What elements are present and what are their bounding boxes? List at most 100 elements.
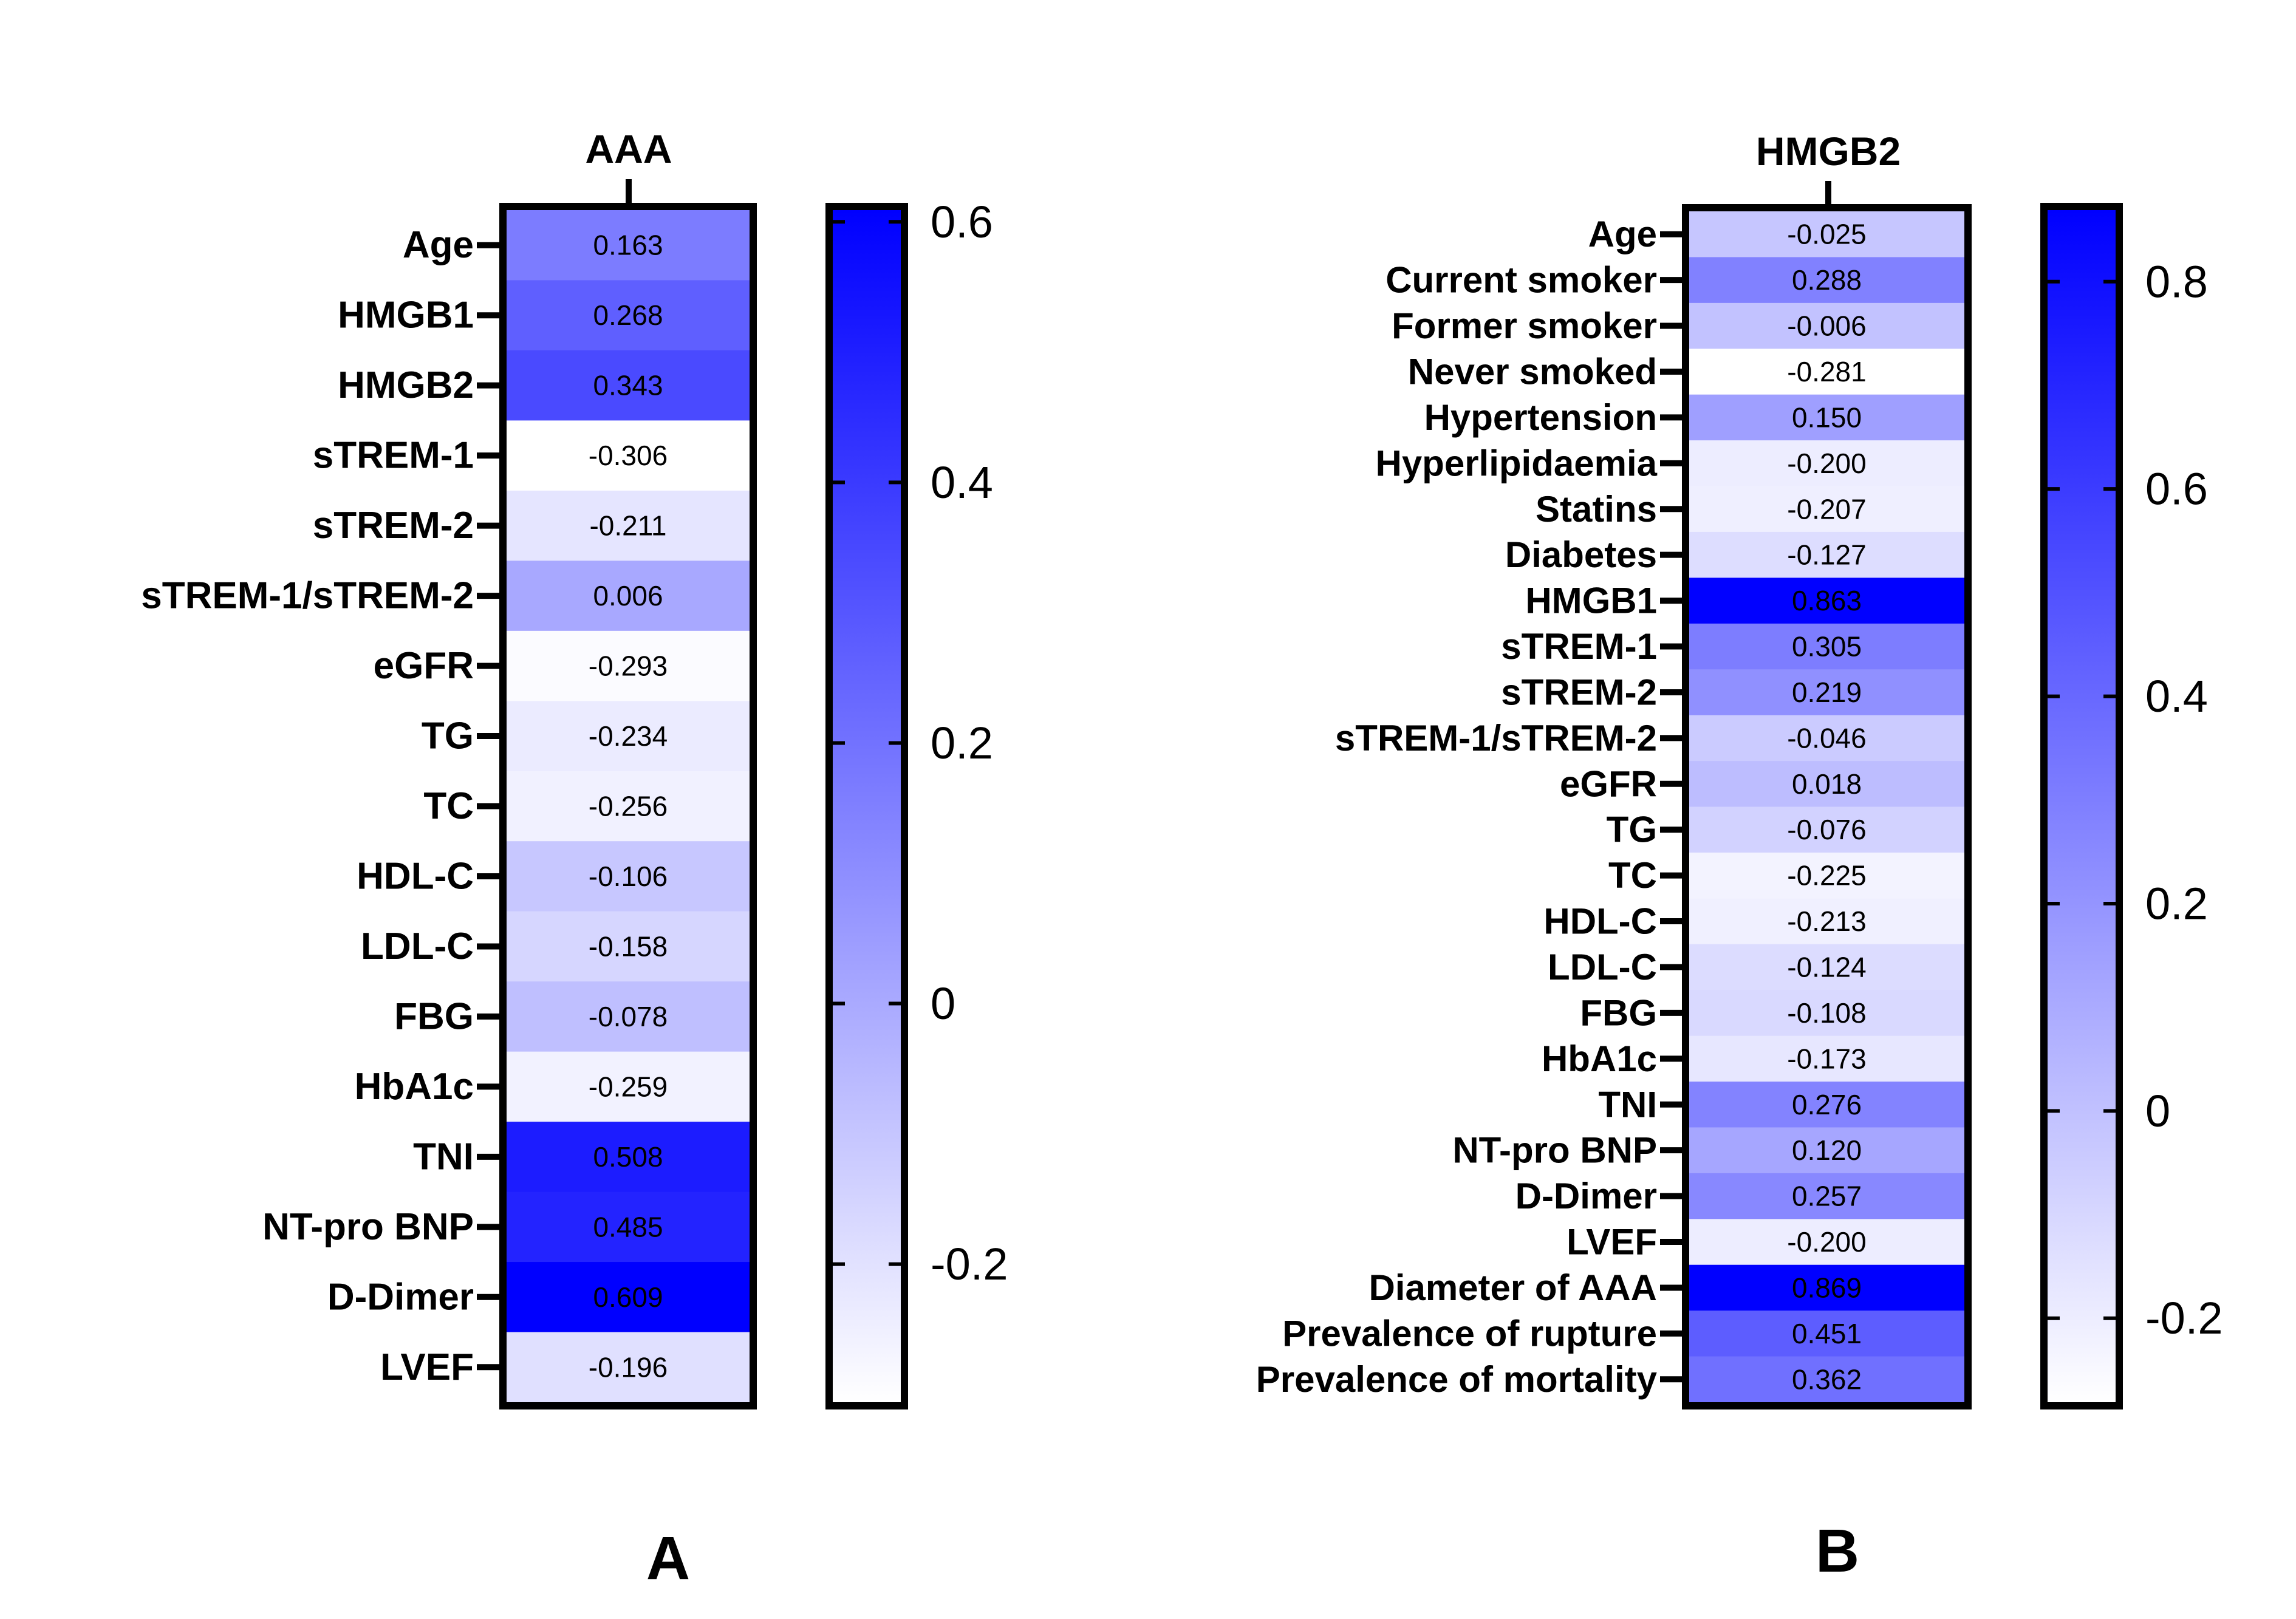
row-label: HDL-C bbox=[1543, 901, 1657, 942]
heatmap-title-a: AAA bbox=[586, 126, 672, 171]
cell-value-label: -0.200 bbox=[1787, 1226, 1866, 1258]
heatmap-cell bbox=[507, 490, 750, 561]
cell-value-label: -0.108 bbox=[1787, 997, 1866, 1029]
cell-value-label: 0.343 bbox=[593, 370, 663, 401]
cell-value-label: -0.211 bbox=[589, 510, 666, 542]
cell-value-label: -0.259 bbox=[589, 1071, 668, 1102]
row-label: LDL-C bbox=[1548, 947, 1657, 987]
cell-value-label: 0.276 bbox=[1792, 1089, 1862, 1120]
cell-value-label: -0.106 bbox=[589, 861, 668, 892]
heatmap-title-b: HMGB2 bbox=[1756, 129, 1901, 174]
heatmap-cell bbox=[1689, 715, 1964, 762]
row-label: TC bbox=[1608, 855, 1657, 896]
heatmap-cell bbox=[1689, 394, 1964, 441]
heatmap-panel-b: HMGB2 -0.0250.288-0.006-0.2810.150-0.200… bbox=[1256, 129, 2223, 1585]
cell-value-label: 0.219 bbox=[1792, 677, 1862, 708]
row-label: sTREM-2 bbox=[1501, 672, 1657, 712]
heatmap-cell bbox=[1689, 990, 1964, 1037]
row-label: HbA1c bbox=[355, 1066, 474, 1108]
heatmap-cell bbox=[1689, 211, 1964, 257]
heatmap-cells-b: -0.025 0.288 -0.006 -0.281 0.150 -0.200 -0.207… bbox=[1689, 211, 1964, 1403]
row-label: LVEF bbox=[380, 1346, 474, 1388]
colorbar-tick-label: -0.2 bbox=[931, 1239, 1008, 1289]
cell-value-label: -0.025 bbox=[1787, 219, 1866, 250]
heatmap-panel-a: AAA 0.163 0.268 0.343 -0.306 -0.211 0.006 -0.2… bbox=[141, 126, 1008, 1592]
cell-value-label: 0.150 bbox=[1792, 401, 1862, 433]
colorbar-tick-label: 0.4 bbox=[2145, 671, 2208, 721]
row-label: sTREM-1/sTREM-2 bbox=[1335, 718, 1657, 758]
cell-value-label: 0.451 bbox=[1792, 1318, 1862, 1349]
row-label: Hyperlipidaemia bbox=[1375, 443, 1657, 483]
heatmap-cell bbox=[507, 1332, 750, 1403]
row-label: D-Dimer bbox=[1515, 1176, 1657, 1216]
cell-value-label: -0.200 bbox=[1787, 448, 1866, 479]
cell-value-label: 0.006 bbox=[593, 580, 663, 612]
row-label: sTREM-2 bbox=[313, 505, 474, 547]
colorbar-tick-label: 0.6 bbox=[2145, 464, 2208, 514]
row-label: HbA1c bbox=[1542, 1038, 1657, 1079]
heatmap-cell bbox=[1689, 1356, 1964, 1403]
heatmap-cell bbox=[507, 1122, 750, 1193]
cell-value-label: 0.609 bbox=[593, 1281, 663, 1313]
cell-value-label: -0.046 bbox=[1787, 722, 1866, 754]
row-label: LDL-C bbox=[361, 925, 474, 967]
cell-value-label: -0.207 bbox=[1787, 493, 1866, 525]
row-label: FBG bbox=[394, 995, 474, 1037]
cell-value-label: -0.196 bbox=[589, 1351, 668, 1383]
heatmap-cell bbox=[507, 1191, 750, 1263]
heatmap-cell bbox=[1689, 257, 1964, 304]
cell-value-label: -0.006 bbox=[1787, 310, 1866, 342]
cell-value-label: 0.268 bbox=[593, 299, 663, 331]
row-label: HMGB1 bbox=[1525, 581, 1657, 621]
row-label: Diabetes bbox=[1505, 534, 1657, 575]
cell-value-label: 0.869 bbox=[1792, 1272, 1862, 1303]
row-label: Hypertension bbox=[1424, 397, 1657, 438]
row-label: Prevalence of mortality bbox=[1256, 1359, 1658, 1400]
row-label: Age bbox=[1588, 214, 1657, 254]
cell-value-label: -0.256 bbox=[589, 791, 668, 822]
row-label: Prevalence of rupture bbox=[1282, 1313, 1657, 1354]
cell-value-label: -0.076 bbox=[1787, 814, 1866, 845]
heatmap-cell bbox=[507, 841, 750, 912]
row-label: FBG bbox=[1580, 992, 1657, 1033]
row-label: Diameter of AAA bbox=[1368, 1267, 1657, 1308]
colorbar-gradient bbox=[833, 210, 901, 1402]
row-label: sTREM-1 bbox=[1501, 626, 1657, 667]
heatmap-cell bbox=[507, 350, 750, 421]
cell-value-label: -0.225 bbox=[1787, 860, 1866, 891]
row-label: eGFR bbox=[1560, 763, 1657, 804]
cell-value-label: -0.213 bbox=[1787, 905, 1866, 937]
row-label: Age bbox=[403, 224, 474, 266]
cell-value-label: 0.120 bbox=[1792, 1134, 1862, 1166]
row-label: Statins bbox=[1536, 489, 1657, 530]
heatmap-cell bbox=[1689, 944, 1964, 990]
row-label: sTREM-1 bbox=[313, 435, 474, 477]
cell-value-label: 0.305 bbox=[1792, 631, 1862, 663]
heatmap-cell bbox=[1689, 806, 1964, 853]
row-label: Current smoker bbox=[1385, 260, 1657, 301]
row-label: D-Dimer bbox=[327, 1276, 474, 1318]
heatmap-cell bbox=[507, 701, 750, 772]
row-label: TG bbox=[1607, 810, 1657, 850]
cell-value-label: 0.508 bbox=[593, 1141, 663, 1173]
colorbar-tick-label: 0 bbox=[2145, 1086, 2170, 1136]
cell-value-label: -0.293 bbox=[589, 650, 668, 682]
heatmap-cell bbox=[507, 771, 750, 842]
heatmap-cell bbox=[1689, 349, 1964, 395]
heatmap-frame-a bbox=[499, 203, 757, 1409]
cell-value-label: 0.018 bbox=[1792, 768, 1862, 800]
heatmap-cell bbox=[507, 420, 750, 491]
colorbar-tick-label: 0.2 bbox=[2145, 878, 2208, 929]
cell-value-label: -0.078 bbox=[589, 1001, 668, 1032]
heatmap-cell bbox=[507, 630, 750, 701]
row-label: HMGB1 bbox=[338, 295, 474, 336]
heatmap-cell bbox=[507, 981, 750, 1052]
heatmap-cell bbox=[507, 561, 750, 632]
colorbar-tick-label: -0.2 bbox=[2145, 1293, 2223, 1343]
heatmap-cell bbox=[1689, 761, 1964, 807]
heatmap-cell bbox=[1689, 898, 1964, 945]
heatmap-cell bbox=[1689, 1311, 1964, 1357]
heatmap-cell bbox=[1689, 1082, 1964, 1128]
cell-value-label: -0.173 bbox=[1787, 1043, 1866, 1074]
